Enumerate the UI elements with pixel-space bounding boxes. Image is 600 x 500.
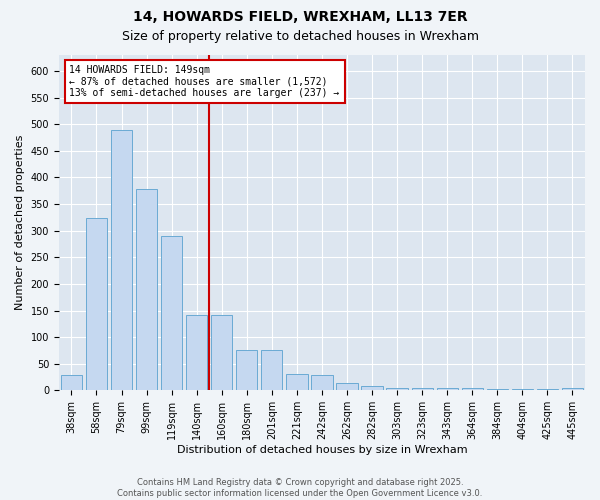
Bar xyxy=(161,236,182,390)
Text: 14 HOWARDS FIELD: 149sqm
← 87% of detached houses are smaller (1,572)
13% of sem: 14 HOWARDS FIELD: 149sqm ← 87% of detach… xyxy=(70,65,340,98)
Bar xyxy=(562,388,583,390)
Bar xyxy=(361,386,383,390)
Bar xyxy=(437,388,458,390)
Bar xyxy=(61,376,82,390)
Bar xyxy=(412,388,433,390)
Bar xyxy=(337,383,358,390)
Text: Size of property relative to detached houses in Wrexham: Size of property relative to detached ho… xyxy=(121,30,479,43)
Bar xyxy=(211,315,232,390)
X-axis label: Distribution of detached houses by size in Wrexham: Distribution of detached houses by size … xyxy=(176,445,467,455)
Bar xyxy=(386,388,408,390)
Bar xyxy=(86,218,107,390)
Text: 14, HOWARDS FIELD, WREXHAM, LL13 7ER: 14, HOWARDS FIELD, WREXHAM, LL13 7ER xyxy=(133,10,467,24)
Bar xyxy=(311,376,332,390)
Bar xyxy=(261,350,283,391)
Bar xyxy=(186,315,208,390)
Bar xyxy=(236,350,257,391)
Text: Contains HM Land Registry data © Crown copyright and database right 2025.
Contai: Contains HM Land Registry data © Crown c… xyxy=(118,478,482,498)
Bar xyxy=(461,388,483,390)
Bar xyxy=(286,374,308,390)
Y-axis label: Number of detached properties: Number of detached properties xyxy=(15,135,25,310)
Bar xyxy=(111,130,132,390)
Bar xyxy=(136,189,157,390)
